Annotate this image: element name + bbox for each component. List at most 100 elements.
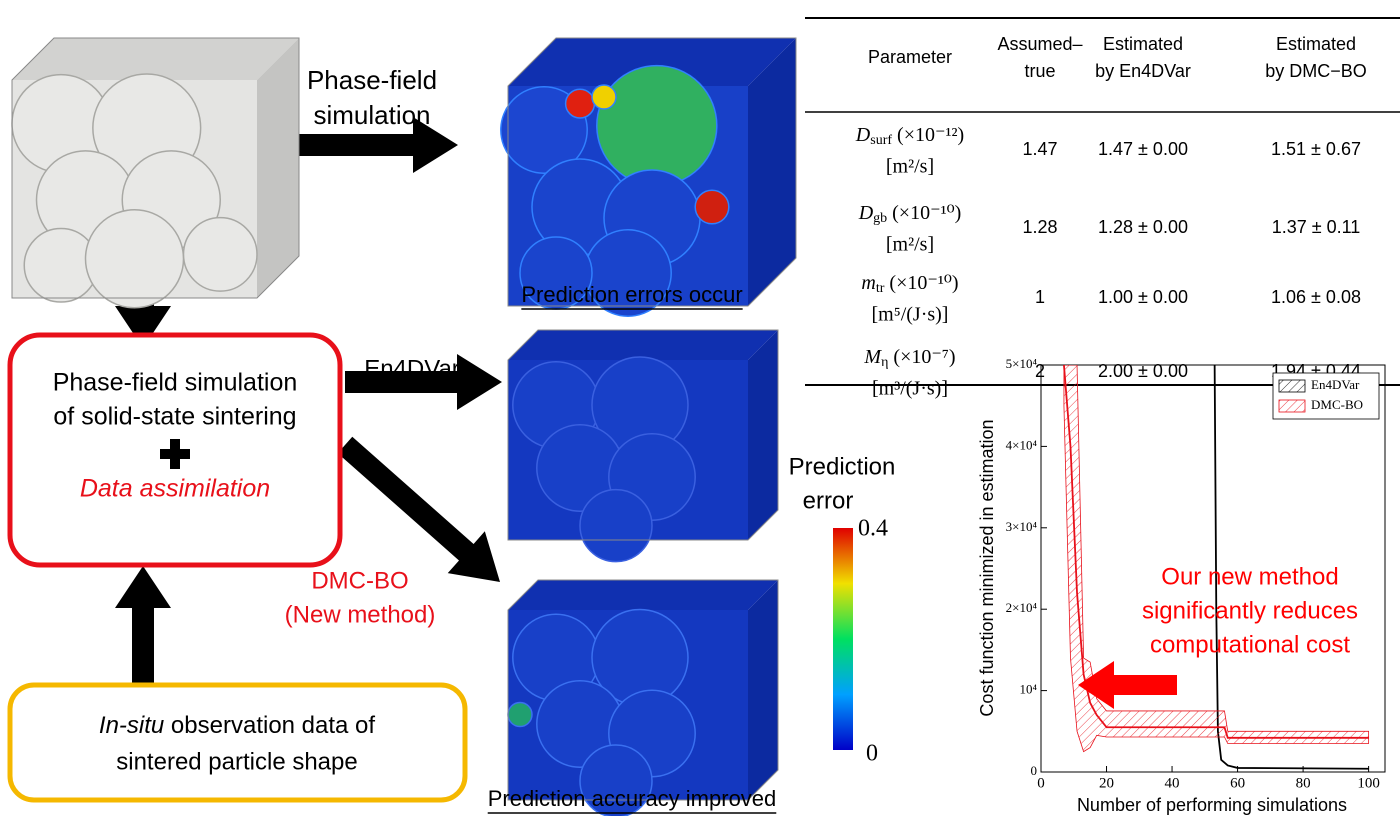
parameter: Dsurf (×10⁻¹²) [855,124,964,149]
arrow [338,437,500,582]
scale: (×10⁻¹⁰) [884,272,958,294]
text-part: observation data of [164,712,375,739]
label: DMC-BO [311,567,408,594]
y-tick-label: 3×10⁴ [1006,519,1038,534]
unit: [m²/s] [886,234,934,256]
label: En4DVar [364,355,460,382]
label: Prediction [789,453,896,480]
cube-top [508,330,778,360]
x-tick-label: 0 [1037,775,1045,791]
particle [695,190,729,224]
table-header: by En4DVar [1095,61,1191,81]
subscript: η [881,355,888,370]
label: sintered particle shape [116,748,357,775]
subscript: surf [870,133,892,148]
label: Phase-field simulation [53,369,298,397]
annotation: computational cost [1150,631,1350,658]
table-cell: 1.47 [1022,139,1057,159]
y-tick-label: 10⁴ [1019,682,1037,697]
arrow [115,566,171,690]
subscript: tr [876,281,885,296]
symbol: D [855,124,871,146]
colorbar-min: 0 [866,741,878,767]
caption: Prediction accuracy improved [488,786,777,811]
particle [592,85,616,109]
subscript: gb [873,211,887,226]
annotation: Our new method [1161,563,1338,590]
table-cell: 1.00 ± 0.00 [1098,287,1188,307]
legend-label: En4DVar [1311,377,1360,392]
label: (New method) [285,601,436,628]
x-tick-label: 60 [1230,775,1245,791]
table-header: Estimated [1276,34,1356,54]
x-tick-label: 40 [1165,775,1180,791]
parameter: Dgb (×10⁻¹⁰) [858,202,962,227]
table-cell: 2.00 ± 0.00 [1098,361,1188,381]
table-header: Estimated [1103,34,1183,54]
cube-side [748,580,778,800]
particle [184,218,258,292]
colorbar [833,528,853,750]
y-axis-label: Cost function minimized in estimation [977,419,997,716]
x-tick-label: 80 [1296,775,1311,791]
x-axis-label: Number of performing simulations [1077,795,1347,815]
observation-box [10,685,465,800]
particle [86,210,184,308]
plus-v [170,439,180,469]
y-tick-label: 4×10⁴ [1006,437,1038,452]
y-tick-label: 2×10⁴ [1006,600,1038,615]
particle [580,490,652,562]
legend-swatch [1279,380,1305,392]
table-cell: 1.28 [1022,217,1057,237]
annotation: significantly reduces [1142,597,1358,624]
parameter: mtr (×10⁻¹⁰) [861,272,958,297]
table-header: by DMC−BO [1265,61,1367,81]
label: Phase-field [307,65,437,95]
caption: Prediction errors occur [521,282,742,307]
particle [597,66,717,186]
cube-side [748,330,778,540]
particle-render [12,38,299,308]
label: of solid-state sintering [53,403,296,431]
parameter: Mη (×10⁻⁷) [863,346,955,371]
y-tick-label: 0 [1031,763,1038,778]
scale: (×10⁻¹⁰) [887,202,961,224]
cube-side [257,38,299,298]
legend-label: DMC-BO [1311,397,1363,412]
particle [566,89,595,118]
x-tick-label: 20 [1099,775,1114,791]
table-header: true [1024,61,1055,81]
observation-text: In-situ observation data of [99,712,376,739]
particle-render [508,330,778,562]
particle [508,703,532,727]
particle-render [501,38,796,316]
label: error [803,487,854,514]
particle-render [508,580,778,816]
x-tick-label: 100 [1357,775,1380,791]
graphical-abstract: Phase-field simulation En4DVar DMC-BO (New m… [0,0,1400,816]
label: simulation [313,100,430,130]
cube-top [12,38,299,80]
colorbar-max: 0.4 [858,516,888,542]
table-header: Parameter [868,47,952,67]
italic-term: In-situ [99,712,164,739]
table-cell: 1.06 ± 0.08 [1271,287,1361,307]
legend-swatch [1279,400,1305,412]
symbol: D [858,202,874,224]
cube-top [508,580,778,610]
scale: (×10⁻⁷) [888,346,955,368]
table-cell: 1.37 ± 0.11 [1272,217,1361,237]
symbol: M [863,346,882,368]
unit: [m⁵/(J·s)] [872,304,949,326]
table-cell: 1.47 ± 0.00 [1098,139,1188,159]
y-tick-label: 5×10⁴ [1006,356,1038,371]
unit: [m³/(J·s)] [872,378,948,400]
unit: [m²/s] [886,156,934,178]
scale: (×10⁻¹²) [892,124,964,146]
table-cell: 1 [1035,287,1045,307]
table-cell: 1.28 ± 0.00 [1098,217,1188,237]
symbol: m [861,272,875,294]
label: Data assimilation [80,475,270,503]
table-cell: 1.51 ± 0.67 [1271,139,1361,159]
table-header: Assumed– [997,34,1082,54]
